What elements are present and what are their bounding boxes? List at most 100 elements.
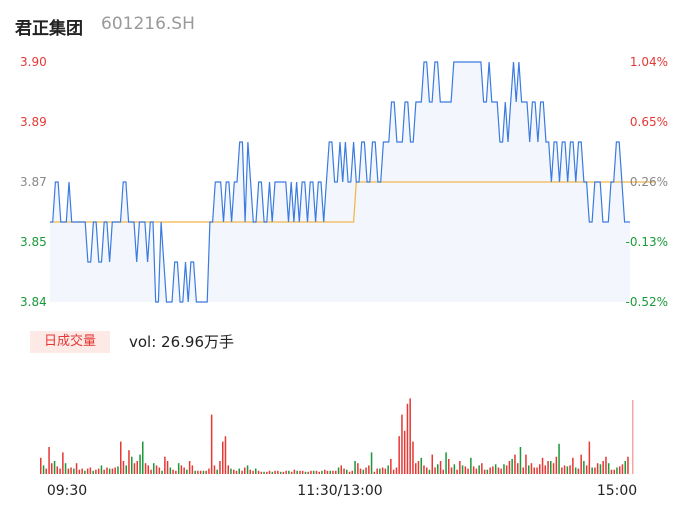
volume-bar xyxy=(351,470,354,474)
volume-bar xyxy=(517,463,519,474)
volume-bar xyxy=(216,469,218,474)
volume-bar xyxy=(128,450,130,474)
volume-bar xyxy=(271,471,274,474)
volume-bar xyxy=(97,468,100,474)
volume-bar xyxy=(227,465,230,474)
volume-bar xyxy=(169,467,172,474)
volume-bar xyxy=(100,465,103,474)
volume-bar xyxy=(607,463,610,474)
volume-bar xyxy=(577,468,580,474)
volume-bar xyxy=(335,470,337,474)
volume-bar xyxy=(368,465,370,474)
volume-bar xyxy=(64,463,67,474)
volume-bar xyxy=(599,464,602,474)
volume-bar xyxy=(161,470,163,474)
volume-bar xyxy=(547,461,549,474)
volume-bar xyxy=(450,467,453,474)
volume-bar xyxy=(249,469,252,474)
volume-bar xyxy=(456,469,458,474)
volume-bar xyxy=(464,466,467,474)
left-axis-tick-label: 3.85 xyxy=(20,235,47,249)
volume-bar xyxy=(197,470,199,474)
volume-bar xyxy=(627,456,629,474)
volume-bar xyxy=(387,465,389,474)
volume-bar xyxy=(263,471,265,474)
volume-bar xyxy=(357,463,359,474)
volume-bar xyxy=(122,461,125,474)
time-axis-label: 15:00 xyxy=(597,483,637,499)
volume-bar xyxy=(191,465,194,474)
volume-bar xyxy=(522,467,525,474)
volume-bar xyxy=(580,454,582,474)
volume-bar xyxy=(439,461,442,474)
volume-bar xyxy=(142,441,144,474)
volume-bar xyxy=(177,463,180,474)
volume-bar xyxy=(519,447,522,474)
left-axis-tick-label: 3.90 xyxy=(20,55,47,69)
volume-bar xyxy=(153,463,155,474)
volume-bar xyxy=(585,465,588,474)
volume-bar xyxy=(106,467,108,474)
volume-bar xyxy=(56,466,59,474)
volume-bar xyxy=(199,470,202,474)
volume-bar xyxy=(376,468,378,474)
volume-bar xyxy=(434,467,436,474)
volume-bar xyxy=(494,464,497,474)
volume-bar xyxy=(475,468,478,474)
volume-bar xyxy=(205,470,207,474)
volume-bar xyxy=(155,465,158,474)
volume-bar xyxy=(117,466,119,474)
volume-bar xyxy=(428,469,431,474)
volume-bar xyxy=(381,467,384,474)
right-axis-tick-label: 0.65% xyxy=(630,115,668,129)
volume-bar xyxy=(448,458,450,474)
volume-bar xyxy=(114,467,116,474)
volume-bar xyxy=(415,463,417,474)
volume-bar xyxy=(59,468,61,474)
volume-bar xyxy=(467,468,469,474)
volume-bar xyxy=(266,471,268,474)
volume-bar xyxy=(164,456,166,474)
volume-bar xyxy=(481,463,483,474)
volume-bar xyxy=(594,467,596,474)
volume-bar xyxy=(312,470,315,474)
volume-bar xyxy=(426,467,428,474)
volume-bar xyxy=(222,441,224,474)
volume-bar xyxy=(401,414,403,474)
volume-bar xyxy=(541,457,544,474)
volume-bar xyxy=(139,454,141,474)
volume-bar xyxy=(78,469,81,474)
volume-bar xyxy=(186,469,188,474)
volume-bar xyxy=(133,463,136,474)
volume-bar xyxy=(120,441,122,474)
volume-bar xyxy=(472,466,475,474)
price-line xyxy=(50,61,630,303)
volume-bar xyxy=(147,465,150,474)
volume-bar xyxy=(370,452,373,474)
volume-bar xyxy=(420,457,423,474)
right-axis-tick-label: 0.26% xyxy=(630,175,668,189)
volume-bar xyxy=(409,398,411,474)
volume-bar xyxy=(492,466,494,474)
volume-bar xyxy=(81,468,83,474)
time-axis-label: 11:30/13:00 xyxy=(297,483,382,499)
volume-bar xyxy=(354,461,356,474)
volume-bar xyxy=(483,469,486,474)
volume-period-badge[interactable]: 日成交量 xyxy=(30,331,110,353)
volume-bar xyxy=(95,469,97,474)
volume-bar xyxy=(257,470,260,474)
volume-bar xyxy=(533,467,536,474)
volume-bar xyxy=(277,470,279,474)
volume-bar xyxy=(324,469,326,474)
volume-bar xyxy=(348,471,351,474)
volume-bar xyxy=(431,454,434,474)
volume-bar xyxy=(384,468,387,474)
volume-bar xyxy=(172,469,174,474)
volume-bar xyxy=(180,465,183,474)
volume-bar xyxy=(86,468,89,474)
volume-bar xyxy=(202,470,205,474)
volume-bar xyxy=(92,470,94,474)
volume-bar xyxy=(423,465,425,474)
volume-bar xyxy=(621,464,624,474)
volume-bar xyxy=(505,465,508,474)
